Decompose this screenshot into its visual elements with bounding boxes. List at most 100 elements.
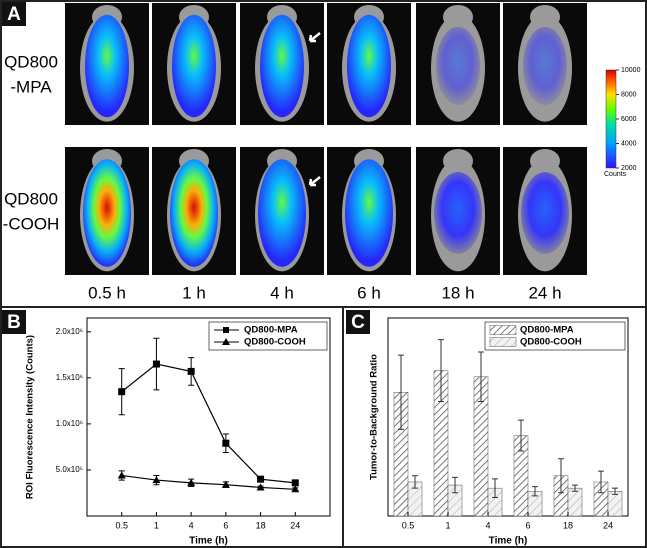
- error-bar: [518, 419, 524, 452]
- mouse-head: [530, 149, 560, 173]
- data-point: [291, 485, 300, 493]
- signal: [521, 172, 569, 254]
- error-bar: [452, 476, 458, 494]
- error-bar: [492, 478, 498, 498]
- mouse-head: [530, 5, 560, 29]
- legend-label: QD800-MPA: [520, 325, 574, 336]
- signal: [258, 159, 306, 267]
- y-tick-label: 5.0x10⁵: [56, 465, 83, 474]
- error-bar: [598, 470, 604, 494]
- legend-label: QD800-COOH: [244, 337, 306, 348]
- data-point: [222, 439, 230, 447]
- x-tick-label: 24: [290, 520, 300, 530]
- row-label: -MPA: [10, 77, 52, 96]
- signal: [345, 159, 393, 267]
- x-tick-label: 1: [154, 520, 159, 530]
- legend-marker: [222, 338, 230, 345]
- time-label: 0.5 h: [88, 283, 126, 302]
- time-label: 6 h: [357, 283, 381, 302]
- legend-swatch: [489, 325, 517, 335]
- panel-letter-box: [2, 2, 26, 26]
- panel-letter: B: [7, 312, 21, 333]
- arrow: [308, 32, 321, 43]
- colorbar: [605, 69, 617, 169]
- row-label: QD800: [4, 189, 58, 208]
- row-label: QD800: [4, 52, 58, 71]
- data-point: [117, 471, 126, 479]
- data-point: [256, 483, 265, 491]
- error-bar: [558, 458, 564, 494]
- x-tick-label: 24: [603, 520, 613, 530]
- y-axis-label: ROI Fluorescence Intensity (Counts): [25, 335, 36, 499]
- legend-box: [208, 321, 328, 351]
- data-point: [118, 388, 126, 396]
- arrow: [308, 176, 321, 187]
- error-bar: [612, 487, 618, 495]
- signal: [83, 159, 131, 267]
- colorbar-tick-label: 10000: [621, 67, 641, 74]
- error-bar: [478, 351, 484, 403]
- panel-letter-box: [2, 310, 26, 334]
- y-tick-label: 1.0x10⁶: [56, 419, 83, 428]
- data-point: [221, 480, 230, 488]
- time-label: 24 h: [528, 283, 561, 302]
- legend-marker: [223, 327, 229, 333]
- legend-label: QD800-COOH: [520, 337, 582, 348]
- signal: [523, 26, 567, 106]
- row-label: -COOH: [3, 214, 60, 233]
- legend-label: QD800-MPA: [244, 325, 298, 336]
- data-point: [257, 475, 265, 483]
- signal: [434, 172, 482, 254]
- series-line: [121, 363, 296, 484]
- x-tick-label: 4: [485, 520, 490, 530]
- x-tick-label: 6: [525, 520, 530, 530]
- x-tick-label: 6: [223, 520, 228, 530]
- error-bar: [398, 354, 404, 430]
- legend-swatch: [489, 337, 517, 347]
- x-tick-label: 18: [563, 520, 573, 530]
- plot-frame: [387, 317, 629, 517]
- x-tick-label: 1: [445, 520, 450, 530]
- data-point: [187, 478, 196, 486]
- y-tick-label: 2.0x10⁶: [56, 327, 83, 336]
- data-point: [187, 367, 195, 375]
- mouse-images: [65, 3, 587, 275]
- colorbar-tick-label: 2000: [621, 165, 637, 172]
- x-tick-label: 4: [189, 520, 194, 530]
- time-label: 4 h: [270, 283, 294, 302]
- panel-letter-box: [346, 310, 370, 334]
- data-point: [152, 476, 161, 484]
- plot-frame: [86, 317, 331, 517]
- signal: [172, 14, 216, 118]
- x-tick-label: 0.5: [115, 520, 128, 530]
- error-bar: [438, 339, 444, 403]
- x-axis-label: Time (h): [189, 536, 228, 547]
- panel-letter: A: [7, 4, 21, 25]
- x-tick-label: 18: [256, 520, 266, 530]
- signal: [436, 26, 480, 106]
- data-point: [152, 360, 160, 368]
- mouse-head: [443, 149, 473, 173]
- time-label: 18 h: [441, 283, 474, 302]
- signal: [170, 159, 218, 267]
- time-label: 1 h: [182, 283, 206, 302]
- mouse-head: [443, 5, 473, 29]
- series-line: [121, 474, 296, 490]
- error-bar: [572, 484, 578, 492]
- signal: [260, 14, 304, 118]
- panel-letter: C: [351, 312, 365, 333]
- error-bar: [532, 486, 538, 497]
- bar: [607, 491, 623, 517]
- y-tick-label: 1.5x10⁶: [56, 373, 83, 382]
- y-axis-label: Tumor-to-Background Ratio: [369, 354, 380, 480]
- x-axis-label: Time (h): [489, 536, 528, 547]
- colorbar-tick-label: 8000: [621, 91, 637, 98]
- colorbar-tick-label: 4000: [621, 140, 637, 147]
- signal: [85, 14, 129, 118]
- signal: [347, 14, 391, 118]
- bar: [567, 487, 583, 517]
- error-bar: [412, 475, 418, 489]
- colorbar-label: Counts: [604, 171, 627, 178]
- data-point: [291, 479, 299, 487]
